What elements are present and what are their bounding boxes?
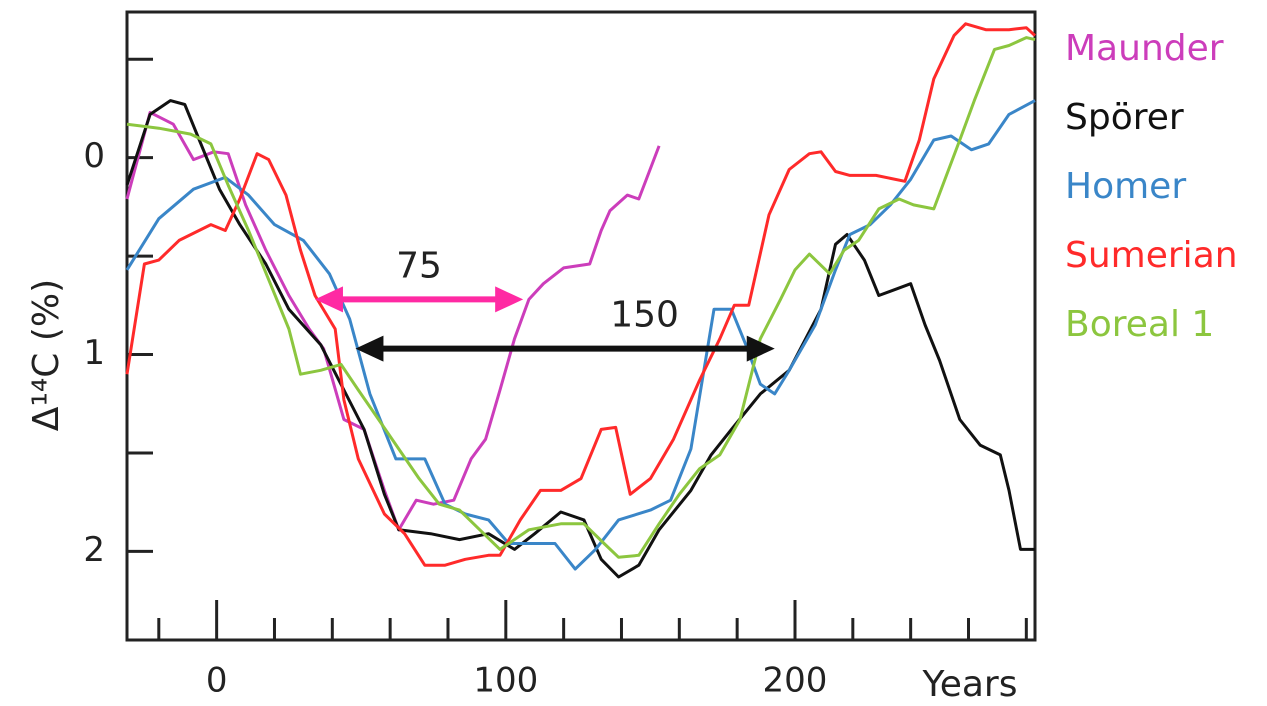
- x-tick-label: 200: [763, 661, 828, 701]
- y-tick-label: 0: [83, 136, 105, 176]
- legend-entry: Sumerian: [1065, 235, 1238, 276]
- plot-frame: [125, 10, 1037, 642]
- legend-entry: Maunder: [1065, 28, 1224, 69]
- arrow-head: [746, 335, 775, 362]
- series-line: [125, 110, 661, 532]
- annotation-label: 75: [396, 245, 442, 286]
- x-tick-label: 100: [473, 661, 538, 701]
- series-line: [125, 22, 1037, 567]
- x-tick-label: 0: [206, 661, 228, 701]
- annotation-label: 150: [610, 295, 679, 336]
- series-line: [125, 99, 1035, 579]
- legend-entry: Homer: [1065, 166, 1186, 207]
- x-axis-label: Years: [922, 664, 1018, 705]
- series-line: [125, 99, 1036, 571]
- arrow-head: [314, 286, 343, 313]
- y-tick-label: 1: [83, 333, 105, 373]
- legend-entry: Boreal 1: [1065, 304, 1214, 345]
- legend-entry: Spörer: [1065, 97, 1184, 138]
- y-axis-label: Δ¹⁴C (%): [26, 279, 67, 431]
- series-line: [126, 36, 1036, 559]
- arrow-head: [355, 335, 384, 362]
- arrow-head: [495, 286, 524, 313]
- y-tick-label: 2: [83, 530, 105, 570]
